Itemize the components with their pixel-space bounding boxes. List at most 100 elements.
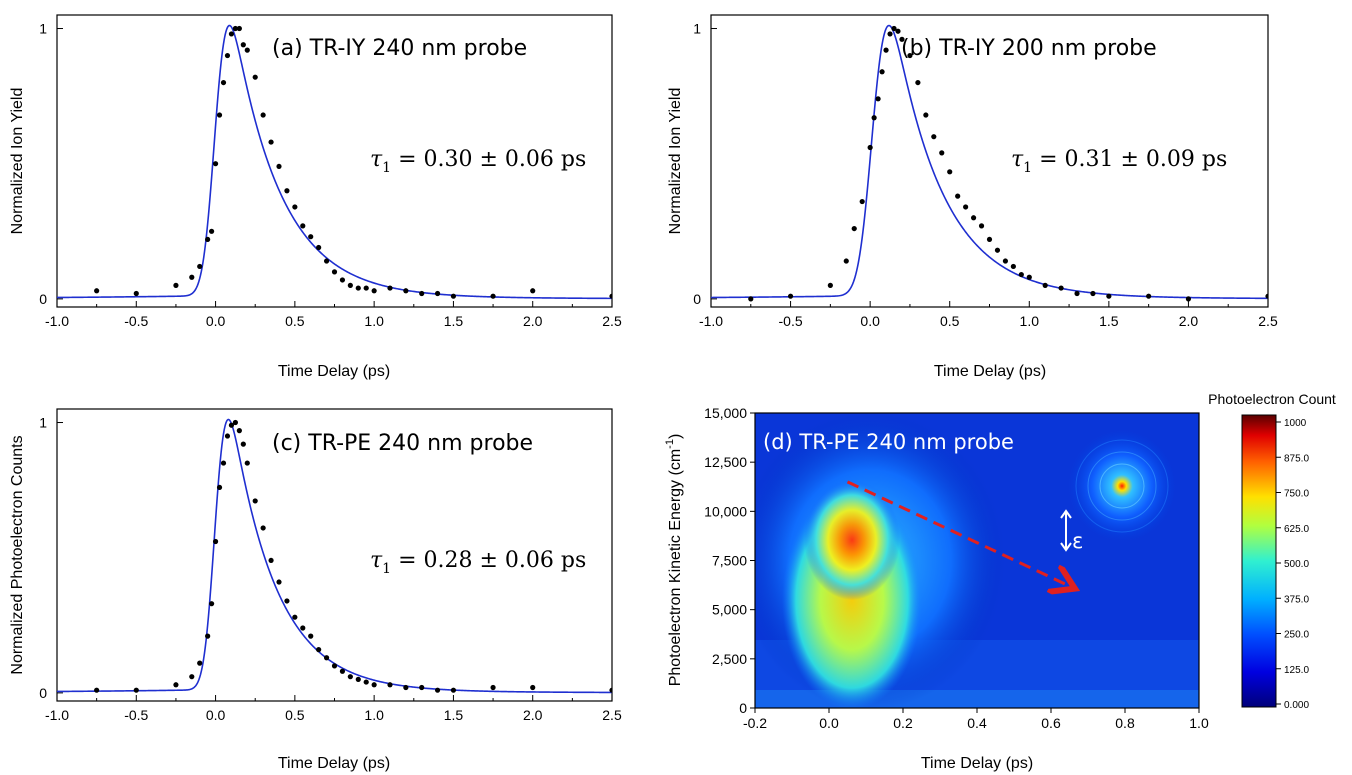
vmi-ring (1099, 463, 1145, 509)
data-point (931, 134, 937, 140)
panel-d: -0.2 0.0 0.2 0.4 0.6 0.8 1.0 0 2,500 5,000 7,500 10… (664, 391, 1336, 772)
data-point (300, 625, 306, 631)
data-point (899, 36, 905, 42)
colorbar-tick-label: 375.0 (1284, 594, 1309, 605)
colorbar-tick-label: 250.0 (1284, 630, 1309, 641)
data-point (1146, 293, 1152, 299)
colorbar-tick-label: 625.0 (1284, 524, 1309, 535)
data-point (947, 169, 953, 175)
x-tick-label: 0.5 (940, 313, 960, 329)
epsilon-label: ε (1072, 529, 1083, 553)
data-point (891, 25, 897, 32)
heatmap-image (755, 413, 1199, 708)
data-point (827, 282, 833, 288)
data-point (133, 687, 139, 693)
fit-curve (711, 24, 1268, 300)
data-point (955, 193, 961, 199)
data-point (244, 47, 250, 53)
y-axis-label-close: ) (667, 434, 684, 439)
tau-symbol: τ (1011, 147, 1024, 172)
tau-subscript: 1 (382, 561, 391, 577)
x-tick-label: 1.0 (1189, 715, 1209, 731)
data-point (363, 679, 369, 685)
data-point (331, 663, 338, 669)
data-point (986, 236, 993, 243)
x-axis-label: Time Delay (ps) (278, 755, 390, 772)
colorbar-tick-label: 125.0 (1284, 665, 1309, 676)
data-point (1106, 293, 1112, 299)
data-point (450, 687, 457, 693)
tau-subscript: 1 (382, 160, 391, 176)
x-axis-label: Time Delay (ps) (934, 363, 1046, 380)
data-point (173, 682, 179, 688)
data-point (1090, 290, 1096, 297)
data-point (978, 223, 985, 229)
data-point (883, 47, 889, 53)
colorbar-tick-label: 750.0 (1284, 489, 1309, 500)
x-tick-label: -1.0 (45, 707, 69, 723)
y-axis-label: Photoelectron Kinetic Energy (cm-1) (664, 434, 684, 687)
data-point (887, 31, 893, 37)
data-point (260, 525, 266, 531)
x-tick-label: 1.5 (444, 707, 464, 723)
colorbar-tick-label: 0.000 (1284, 700, 1309, 711)
x-tick-label: 0.8 (1115, 715, 1135, 731)
data-point (609, 687, 612, 693)
panel-title: (a) TR-IY 240 nm probe (272, 36, 527, 61)
tau-value: = 0.30 ± 0.06 ps (391, 147, 586, 172)
data-point (1058, 285, 1064, 291)
x-tick-label: -0.5 (124, 313, 148, 329)
x-tick-label: 1.5 (444, 313, 464, 329)
data-point (216, 484, 223, 491)
tau-value: = 0.31 ± 0.09 ps (1032, 147, 1227, 172)
data-point (236, 428, 242, 434)
x-tick-label: -0.5 (124, 707, 148, 723)
x-tick-label: 2.0 (1179, 313, 1199, 329)
x-tick-label: 1.0 (364, 313, 384, 329)
data-point (331, 269, 338, 275)
data-point (284, 598, 290, 604)
data-point (240, 441, 246, 447)
data-point (216, 112, 223, 118)
data-point (224, 52, 231, 59)
x-tick-label: -1.0 (699, 313, 723, 329)
data-point (915, 79, 921, 86)
x-tick-label: 0.4 (967, 715, 987, 731)
x-tick-label: 2.5 (1258, 313, 1278, 329)
trend-arrow (846, 480, 1070, 586)
data-point (220, 79, 227, 86)
data-point (252, 74, 258, 80)
data-point (212, 161, 219, 167)
x-tick-label: 0.5 (285, 313, 305, 329)
data-point (867, 144, 873, 151)
data-point (284, 188, 290, 194)
y-axis-label: Normalized Ion Yield (667, 88, 684, 235)
data-point (787, 293, 794, 299)
data-point (94, 288, 100, 294)
data-point (260, 112, 266, 118)
data-point (403, 684, 409, 691)
data-point (530, 288, 536, 294)
x-tick-label: -0.5 (779, 313, 803, 329)
data-point (851, 225, 857, 232)
tau-annotation: τ1 = 0.30 ± 0.06 ps (370, 147, 586, 176)
data-point (923, 112, 929, 118)
tau-value: = 0.28 ± 0.06 ps (391, 548, 586, 573)
data-point (339, 277, 346, 283)
marks-group (57, 418, 612, 694)
data-point (228, 31, 235, 37)
arrowhead-up (1060, 509, 1072, 519)
data-point (879, 69, 885, 75)
x-tick-label: 2.5 (602, 313, 622, 329)
data-point (434, 290, 441, 297)
data-point (1026, 274, 1032, 280)
y-axis-label-main: Photoelectron Kinetic Energy (cm (667, 449, 684, 686)
tau-annotation: τ1 = 0.28 ± 0.06 ps (370, 548, 586, 577)
data-point (490, 293, 496, 299)
y-tick-label: 0 (39, 685, 47, 701)
data-point (240, 42, 246, 48)
data-point (268, 557, 274, 564)
data-point (209, 228, 215, 234)
tick-group: -1.0 -0.5 0.0 0.5 1.0 1.5 2.0 2.5 0 1 (693, 21, 1278, 329)
y-tick-label: 15,000 (704, 405, 747, 421)
